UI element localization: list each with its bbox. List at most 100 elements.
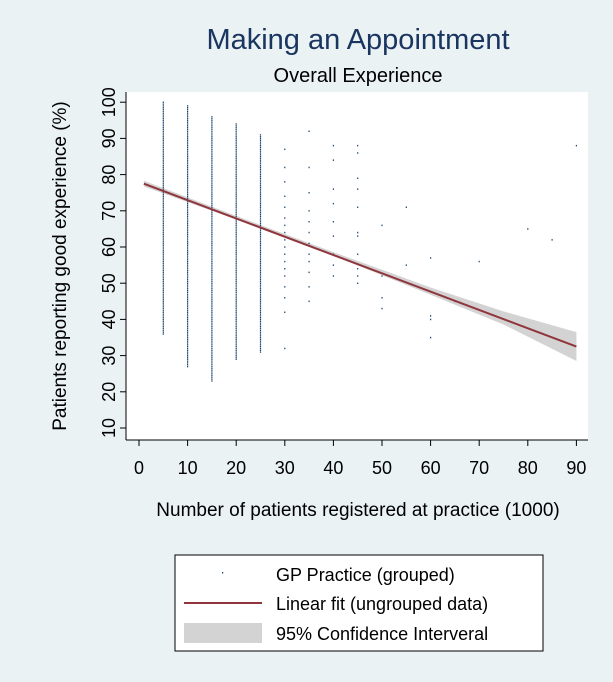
data-point [259,248,262,250]
data-point [162,204,164,207]
data-point [308,253,310,255]
data-point [162,262,164,265]
data-point [235,130,237,132]
data-point [235,277,237,279]
data-point [235,152,237,154]
data-point [211,152,213,154]
data-point [259,219,262,221]
data-point [187,322,189,324]
data-point [211,367,213,370]
data-point [211,376,213,379]
data-point [187,152,189,154]
data-point [357,253,359,255]
data-point [259,241,262,243]
data-point [235,228,237,230]
data-point [187,279,189,281]
data-point [357,235,359,237]
data-point [235,179,237,181]
data-point [308,210,310,212]
data-point [162,251,164,254]
data-point [211,146,213,149]
data-point [162,184,164,187]
data-point [211,226,213,228]
data-point [187,268,189,270]
data-point [235,184,237,187]
data-point [211,340,213,342]
data-point [235,259,237,261]
data-point [235,199,237,201]
data-point [235,143,237,145]
data-point [235,327,237,330]
data-point [211,349,213,351]
data-point [187,327,189,330]
data-point [357,177,359,179]
data-point [211,275,213,277]
x-tick-label: 70 [469,458,489,478]
data-point [187,273,189,275]
data-point [187,114,189,116]
data-point [259,286,262,288]
chart-subtitle: Overall Experience [274,65,443,87]
data-point [187,347,189,350]
data-point [211,251,213,254]
data-point [259,192,262,194]
data-point [211,177,213,179]
data-point [187,264,189,266]
data-point [284,239,286,241]
data-point [259,251,262,254]
data-point [259,174,262,176]
data-point [332,235,334,237]
x-tick-label: 50 [372,458,392,478]
data-point [259,250,262,252]
data-point [235,188,237,190]
data-point [357,206,359,208]
data-point [235,137,237,140]
data-point [235,347,237,350]
data-point [259,269,262,272]
data-point [284,268,286,270]
data-point [259,351,262,353]
data-point [259,246,262,248]
data-point [357,231,359,234]
data-point [308,166,310,169]
data-point [284,195,286,198]
plot-area [126,92,588,440]
data-point [162,125,164,127]
data-point [187,193,189,196]
data-point [235,264,237,266]
data-point [187,338,189,341]
data-point [187,253,189,255]
data-point [259,199,262,201]
data-point [187,143,189,145]
data-point [235,266,237,268]
data-point [187,275,189,277]
data-point [162,307,164,310]
data-point [235,306,237,308]
data-point [211,175,213,178]
data-point [187,159,189,161]
data-point [211,260,213,263]
data-point [187,168,189,170]
data-point [187,204,189,207]
data-point [162,313,164,315]
data-point [162,188,164,190]
data-point [235,141,237,143]
data-point [259,291,262,293]
data-point [381,297,383,299]
data-point [187,336,189,339]
data-point [211,159,213,161]
data-point [259,340,262,342]
data-point [332,264,334,266]
data-point [259,275,262,277]
data-point [187,134,189,136]
data-point [162,288,164,290]
data-point [187,179,189,181]
data-point [357,144,359,147]
data-point [357,188,359,190]
data-point [259,228,262,230]
data-point [211,139,213,141]
data-point [259,235,262,237]
y-tick-label: 10 [99,418,119,438]
legend-label-fit: Linear fit (ungrouped data) [276,594,488,614]
data-point [187,208,189,210]
